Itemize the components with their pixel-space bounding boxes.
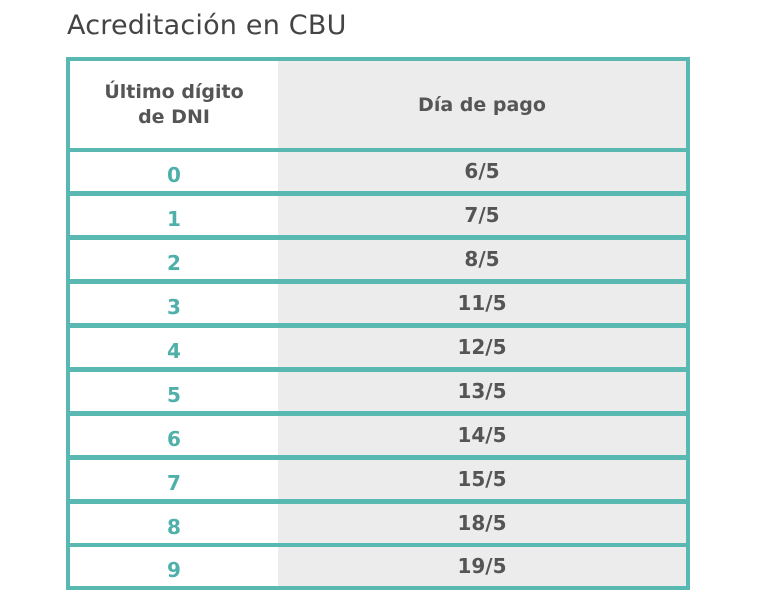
dni-digit-cell: 9 bbox=[70, 547, 278, 586]
header-payment-day-label: Día de pago bbox=[418, 93, 546, 116]
payment-date-cell: 7/5 bbox=[278, 196, 686, 235]
table-row: 8 18/5 bbox=[70, 504, 686, 543]
table-row: 4 12/5 bbox=[70, 328, 686, 367]
table-row: 7 15/5 bbox=[70, 460, 686, 499]
dni-digit-cell: 2 bbox=[70, 240, 278, 279]
payment-date-cell: 15/5 bbox=[278, 460, 686, 499]
header-dni-digit-line2: de DNI bbox=[138, 105, 210, 128]
dni-digit-cell: 0 bbox=[70, 152, 278, 191]
payment-date-cell: 18/5 bbox=[278, 504, 686, 543]
payment-schedule-table: Último dígito de DNI Día de pago 0 6/5 1… bbox=[66, 57, 690, 590]
table-row: 9 19/5 bbox=[70, 547, 686, 586]
dni-digit-cell: 4 bbox=[70, 328, 278, 367]
table-row: 1 7/5 bbox=[70, 196, 686, 235]
page-title: Acreditación en CBU bbox=[67, 10, 347, 41]
table-row: 2 8/5 bbox=[70, 240, 686, 279]
dni-digit-cell: 8 bbox=[70, 504, 278, 543]
table-row: 6 14/5 bbox=[70, 416, 686, 455]
header-dni-digit-line1: Último dígito bbox=[104, 80, 244, 103]
header-dni-digit: Último dígito de DNI bbox=[70, 61, 278, 148]
payment-date-cell: 12/5 bbox=[278, 328, 686, 367]
payment-date-cell: 8/5 bbox=[278, 240, 686, 279]
payment-date-cell: 14/5 bbox=[278, 416, 686, 455]
dni-digit-cell: 5 bbox=[70, 372, 278, 411]
table-row: 3 11/5 bbox=[70, 284, 686, 323]
dni-digit-cell: 1 bbox=[70, 196, 278, 235]
header-payment-day: Día de pago bbox=[278, 61, 686, 148]
payment-date-cell: 13/5 bbox=[278, 372, 686, 411]
table-header-row: Último dígito de DNI Día de pago bbox=[70, 61, 686, 148]
payment-date-cell: 11/5 bbox=[278, 284, 686, 323]
table-row: 5 13/5 bbox=[70, 372, 686, 411]
dni-digit-cell: 3 bbox=[70, 284, 278, 323]
dni-digit-cell: 7 bbox=[70, 460, 278, 499]
dni-digit-cell: 6 bbox=[70, 416, 278, 455]
payment-date-cell: 19/5 bbox=[278, 547, 686, 586]
payment-date-cell: 6/5 bbox=[278, 152, 686, 191]
table-row: 0 6/5 bbox=[70, 152, 686, 191]
